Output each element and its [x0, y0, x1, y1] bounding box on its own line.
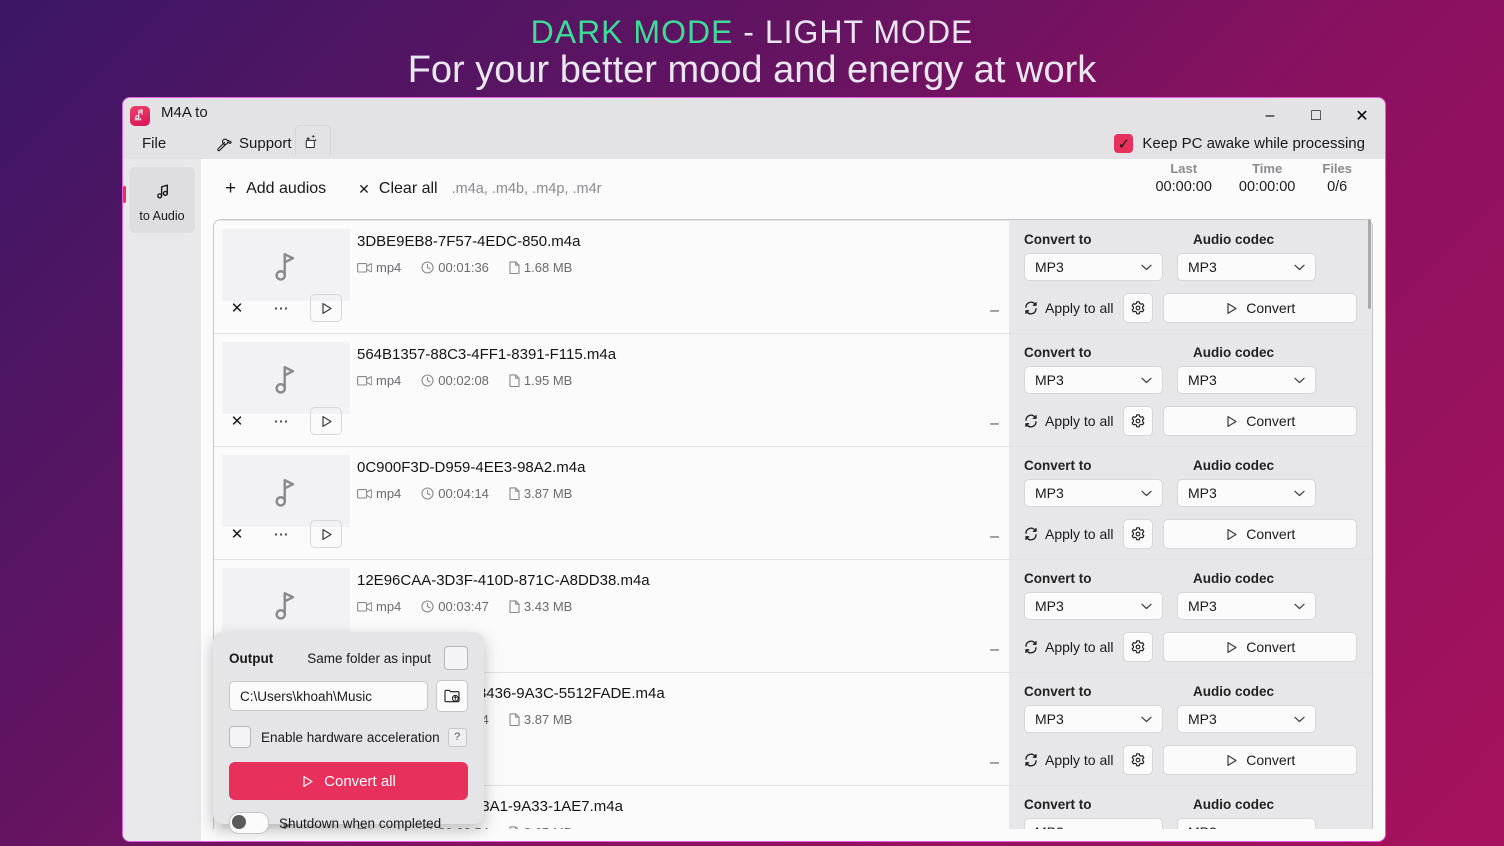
svg-text:M4A: M4A	[135, 118, 143, 122]
